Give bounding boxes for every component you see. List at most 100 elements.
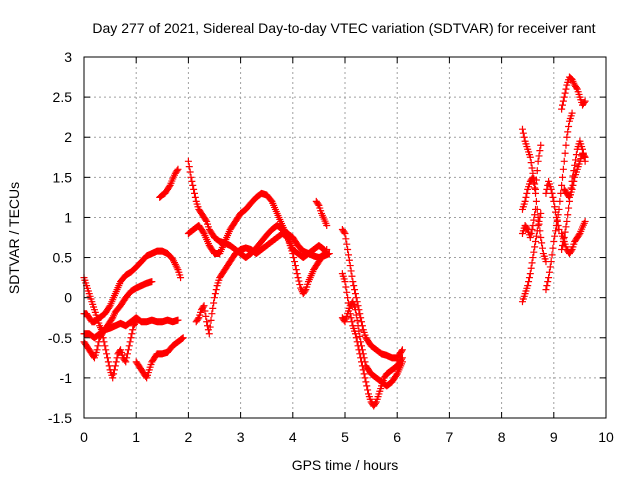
- data-point: [113, 354, 121, 362]
- data-point: [99, 334, 107, 342]
- data-point: [526, 153, 534, 161]
- data-point: [561, 149, 569, 157]
- data-point: [93, 346, 101, 354]
- data-point: [350, 282, 358, 290]
- x-axis-label: GPS time / hours: [292, 457, 399, 473]
- series-arc-16: [518, 209, 545, 306]
- x-tick-label: 4: [289, 429, 297, 445]
- data-point: [179, 334, 187, 342]
- data-point: [189, 181, 197, 189]
- data-point: [398, 346, 406, 354]
- data-point: [520, 133, 528, 141]
- data-point: [358, 342, 366, 350]
- plot-frame: [83, 56, 607, 419]
- data-point: [212, 286, 220, 294]
- data-point: [551, 232, 559, 240]
- data-point: [174, 316, 182, 324]
- data-point: [344, 246, 352, 254]
- data-point: [532, 205, 540, 213]
- data-point: [126, 338, 134, 346]
- data-point: [294, 274, 302, 282]
- data-point: [564, 128, 572, 136]
- x-tick-label: 6: [393, 429, 401, 445]
- y-tick-label: 3: [64, 49, 72, 65]
- data-point: [569, 181, 577, 189]
- data-point: [548, 251, 556, 259]
- data-point: [110, 366, 118, 374]
- series-arc-11: [338, 225, 406, 362]
- data-point: [348, 318, 356, 326]
- data-point: [110, 370, 118, 378]
- y-tick-label: -0.5: [48, 330, 72, 346]
- data-point: [296, 281, 304, 289]
- data-point: [544, 278, 552, 286]
- data-point: [124, 346, 132, 354]
- series-arc-8: [184, 189, 331, 298]
- chart-title: Day 277 of 2021, Sidereal Day-to-day VTE…: [92, 20, 595, 36]
- x-tick-label: 1: [132, 429, 140, 445]
- y-axis-label: SDTVAR / TECUs: [6, 182, 22, 294]
- data-point: [531, 243, 539, 251]
- data-point: [290, 254, 298, 262]
- data-point: [148, 278, 156, 286]
- data-point: [536, 147, 544, 155]
- data-point: [187, 173, 195, 181]
- data-point: [550, 238, 558, 246]
- data-point: [352, 334, 360, 342]
- data-point: [531, 184, 539, 192]
- data-point: [291, 258, 299, 266]
- data-point: [545, 274, 553, 282]
- data-point: [292, 266, 300, 274]
- data-point: [529, 173, 537, 181]
- data-point: [558, 105, 566, 113]
- data-point: [527, 264, 535, 272]
- data-point: [398, 347, 406, 355]
- data-point: [568, 109, 576, 117]
- x-tick-label: 8: [498, 429, 506, 445]
- data-point: [561, 89, 569, 97]
- series-arc-10: [312, 197, 331, 229]
- data-point: [554, 211, 562, 219]
- data-point: [112, 358, 120, 366]
- data-point: [545, 268, 553, 276]
- data-point: [523, 189, 531, 197]
- data-point: [211, 294, 218, 302]
- data-point: [123, 354, 131, 362]
- data-point: [555, 205, 563, 213]
- data-point: [188, 177, 196, 185]
- data-point: [571, 161, 579, 169]
- data-point: [295, 277, 303, 285]
- data-point: [128, 330, 136, 338]
- series-arc-13: [338, 298, 406, 390]
- data-point: [362, 378, 370, 386]
- data-point: [562, 223, 570, 231]
- data-point: [581, 153, 589, 161]
- x-tick-label: 9: [550, 429, 558, 445]
- data-point: [552, 221, 560, 229]
- data-point: [521, 197, 529, 205]
- data-point: [94, 342, 102, 350]
- data-point: [354, 322, 362, 330]
- data-point: [565, 123, 573, 131]
- data-point: [349, 278, 357, 286]
- data-point: [570, 177, 578, 185]
- data-point: [542, 189, 550, 197]
- data-point: [527, 159, 535, 167]
- y-tick-label: -1.5: [48, 410, 72, 426]
- data-point: [535, 217, 543, 225]
- data-point: [342, 235, 350, 243]
- data-point: [125, 342, 133, 350]
- data-point: [344, 294, 352, 302]
- series-arc-19: [542, 109, 576, 294]
- data-point: [581, 97, 589, 105]
- data-point: [102, 346, 110, 354]
- data-point: [186, 168, 194, 176]
- data-point: [357, 338, 365, 346]
- data-point: [127, 334, 135, 342]
- data-point: [525, 274, 533, 282]
- data-point: [580, 152, 588, 160]
- data-point: [101, 342, 109, 350]
- data-point: [202, 312, 210, 320]
- y-tick-label: 0: [64, 290, 72, 306]
